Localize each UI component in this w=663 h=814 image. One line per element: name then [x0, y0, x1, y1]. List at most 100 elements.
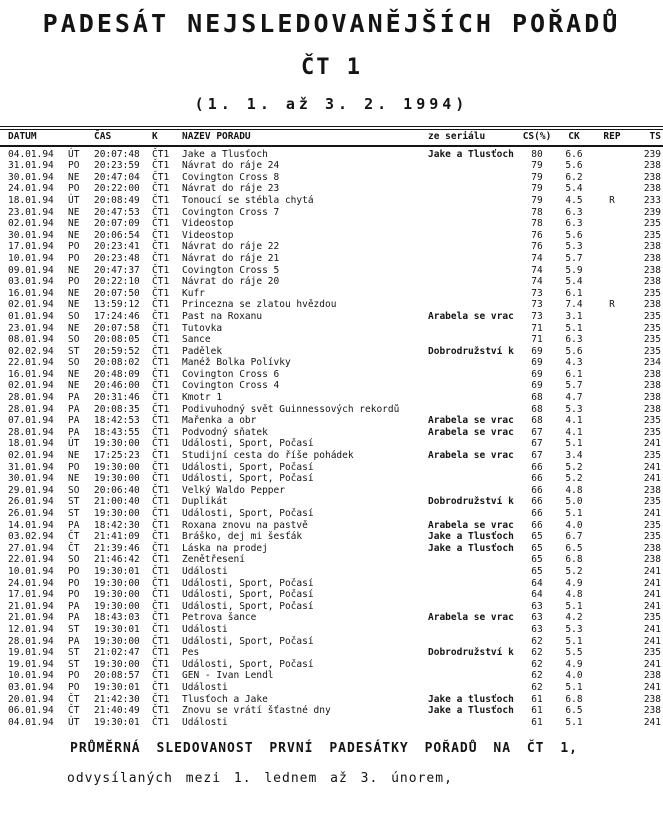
cell-program-name: Návrat do ráje 24: [182, 160, 280, 172]
cell-ck: 5.2: [565, 565, 583, 577]
cell-rep: [594, 659, 630, 671]
cell-ck: 5.6: [565, 345, 583, 357]
cell-program-name: Události, Sport, Počasí: [182, 600, 314, 612]
cell-ck: 6.1: [565, 287, 583, 299]
cell-ts: 241: [643, 589, 661, 601]
cell-ck: 5.1: [565, 438, 583, 450]
cell-datum: 03.01.94: [8, 681, 54, 693]
cell-channel: ČT1: [152, 276, 170, 288]
cell-ck: 5.4: [565, 276, 583, 288]
cell-ts: 235: [643, 519, 661, 531]
cell-datum: 02.01.94: [8, 380, 54, 392]
cell-datum: 02.01.94: [8, 218, 54, 230]
cell-series: Arabela se vrac: [428, 612, 514, 624]
cell-series: Jake a Tlusťoch: [428, 542, 514, 554]
cell-rep: [594, 682, 630, 694]
cell-cs-percent: 66: [531, 519, 543, 531]
cell-rep: [594, 543, 630, 555]
cell-time: 21:40:49: [94, 705, 140, 717]
cell-time: 17:25:23: [94, 450, 140, 462]
cell-ts: 235: [643, 345, 661, 357]
cell-cs-percent: 69: [531, 368, 543, 380]
cell-channel: ČT1: [152, 264, 170, 276]
cell-rep: [594, 450, 630, 462]
cell-datum: 12.01.94: [8, 623, 54, 635]
cell-ts: 239: [643, 206, 661, 218]
cell-ts: 238: [643, 542, 661, 554]
cell-rep: [594, 566, 630, 578]
cell-ck: 5.1: [565, 322, 583, 334]
cell-program-name: Tonoucí se stébla chytá: [182, 194, 314, 206]
cell-program-name: Události, Sport, Počasí: [182, 589, 314, 601]
table-row: 22.01.94 SO 21:46:42 ČT1 Ženětřesení 65 …: [0, 554, 663, 566]
cell-ck: 6.8: [565, 554, 583, 566]
cell-datum: 30.01.94: [8, 473, 54, 485]
cell-time: 21:46:42: [94, 554, 140, 566]
cell-ts: 238: [643, 299, 661, 311]
cell-time: 18:43:03: [94, 612, 140, 624]
cell-channel: ČT1: [152, 310, 170, 322]
cell-program-name: Události, Sport, Počasí: [182, 461, 314, 473]
cell-series: [428, 473, 520, 485]
cell-cs-percent: 65: [531, 554, 543, 566]
table-row: 26.01.94 ST 19:30:00 ČT1 Události, Sport…: [0, 508, 663, 520]
cell-rep: [594, 427, 630, 439]
cell-program-name: Události: [182, 716, 228, 728]
cell-datum: 30.01.94: [8, 229, 54, 241]
cell-program-name: Mařenka a obr: [182, 415, 257, 427]
cell-ts: 235: [643, 426, 661, 438]
cell-series: Arabela se vrac: [428, 310, 514, 322]
cell-channel: ČT1: [152, 415, 170, 427]
cell-datum: 28.01.94: [8, 392, 54, 404]
cell-time: 19:30:01: [94, 623, 140, 635]
cell-rep: [594, 438, 630, 450]
cell-ts: 233: [643, 194, 661, 206]
cell-time: 20:08:49: [94, 194, 140, 206]
cell-time: 20:22:10: [94, 276, 140, 288]
cell-day: NE: [68, 206, 80, 218]
cell-day: PO: [68, 160, 80, 172]
cell-ts: 235: [643, 218, 661, 230]
cell-series: [428, 717, 520, 729]
cell-cs-percent: 68: [531, 392, 543, 404]
cell-channel: ČT1: [152, 334, 170, 346]
cell-datum: 21.01.94: [8, 612, 54, 624]
table-row: 21.01.94 PA 19:30:00 ČT1 Události, Sport…: [0, 601, 663, 613]
cell-series: [428, 554, 520, 566]
cell-program-name: Padělek: [182, 345, 223, 357]
cell-channel: ČT1: [152, 194, 170, 206]
cell-datum: 10.01.94: [8, 565, 54, 577]
cell-ts: 238: [643, 705, 661, 717]
cell-day: ÚT: [68, 716, 80, 728]
cell-time: 19:30:00: [94, 600, 140, 612]
cell-cs-percent: 66: [531, 484, 543, 496]
cell-time: 18:42:53: [94, 415, 140, 427]
cell-rep: [594, 334, 630, 346]
cell-datum: 10.01.94: [8, 670, 54, 682]
cell-rep: R: [609, 194, 615, 206]
cell-ck: 3.1: [565, 310, 583, 322]
cell-time: 20:23:59: [94, 160, 140, 172]
cell-day: NE: [68, 218, 80, 230]
cell-channel: ČT1: [152, 171, 170, 183]
cell-day: NE: [68, 229, 80, 241]
cell-program-name: Kufr: [182, 287, 205, 299]
table-row: 23.01.94 NE 20:07:58 ČT1 Tutovka 71 5.1 …: [0, 323, 663, 335]
cell-datum: 29.01.94: [8, 484, 54, 496]
cell-rep: [594, 172, 630, 184]
cell-cs-percent: 65: [531, 531, 543, 543]
cell-day: PO: [68, 681, 80, 693]
cell-channel: ČT1: [152, 403, 170, 415]
cell-day: PO: [68, 241, 80, 253]
column-header-serial: ze seriálu: [428, 131, 486, 142]
cell-datum: 30.01.94: [8, 171, 54, 183]
cell-channel: ČT1: [152, 519, 170, 531]
cell-time: 21:00:40: [94, 496, 140, 508]
cell-ts: 238: [643, 368, 661, 380]
cell-channel: ČT1: [152, 461, 170, 473]
cell-ts: 235: [643, 287, 661, 299]
cell-day: PA: [68, 600, 80, 612]
cell-ts: 238: [643, 183, 661, 195]
cell-ck: 4.1: [565, 426, 583, 438]
cell-day: PO: [68, 565, 80, 577]
